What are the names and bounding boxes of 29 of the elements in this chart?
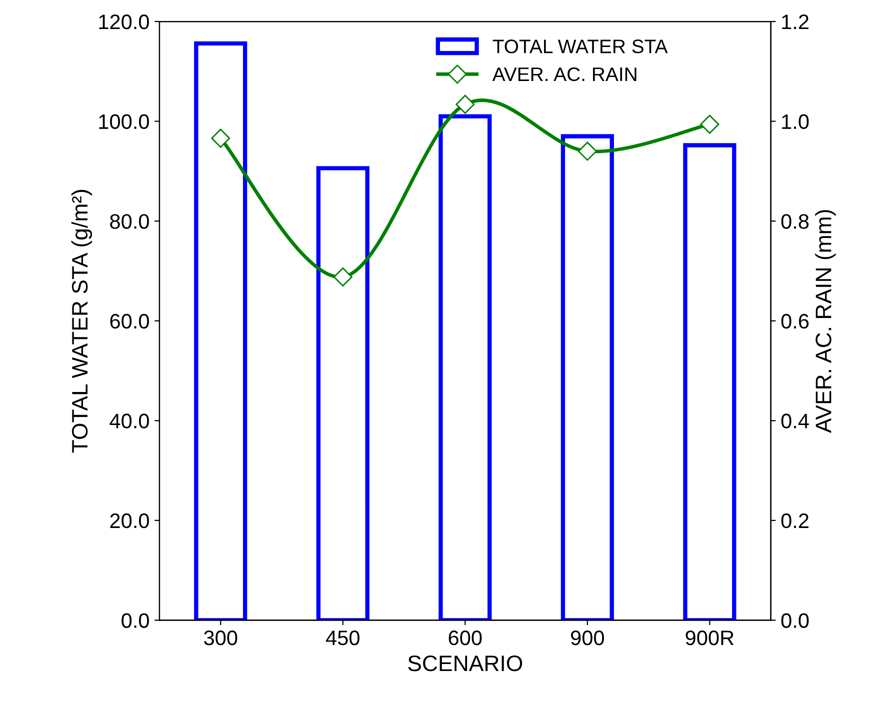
y2-tick-label: 0.4 (781, 414, 809, 428)
point (456, 94, 475, 114)
x-axis-title: SCENARIO (408, 655, 522, 672)
y-tick-label: 40.0 (110, 414, 149, 428)
y2-tick-label: 0.0 (781, 613, 809, 628)
y2-tick-label: 0.8 (781, 214, 809, 229)
x-tick-label: 600 (448, 630, 482, 646)
point (333, 267, 352, 286)
legend-label: TOTAL WATER STA (492, 40, 668, 54)
y2-tick-label: 1.2 (782, 14, 808, 30)
x-tick-label: 900 (571, 630, 604, 646)
x-tick-label: 900R (686, 630, 734, 646)
y-tick-label: 80.0 (110, 214, 149, 229)
point (700, 114, 720, 134)
y-tick-label: 20.0 (110, 513, 149, 528)
point (578, 142, 597, 161)
y2-tick-label: 0.6 (781, 314, 809, 329)
y-tick-label: 60.0 (110, 314, 149, 329)
x-tick-label: 450 (326, 630, 360, 646)
y-tick-label: 100.0 (99, 114, 149, 130)
y2-axis-title: AVER. AC. RAIN (mm) (815, 210, 836, 433)
y-axis-title: TOTAL WATER STA (g/m²) (71, 190, 92, 453)
x-tick-label: 300 (204, 630, 238, 646)
y2-tick-label: 1.0 (782, 114, 809, 130)
y2-tick-label: 0.2 (781, 513, 808, 528)
y-tick-label: 0.0 (122, 613, 149, 628)
legend-label: AVER. AC. RAIN (492, 67, 636, 82)
y-tick-label: 120.0 (99, 14, 149, 30)
point (211, 128, 230, 148)
